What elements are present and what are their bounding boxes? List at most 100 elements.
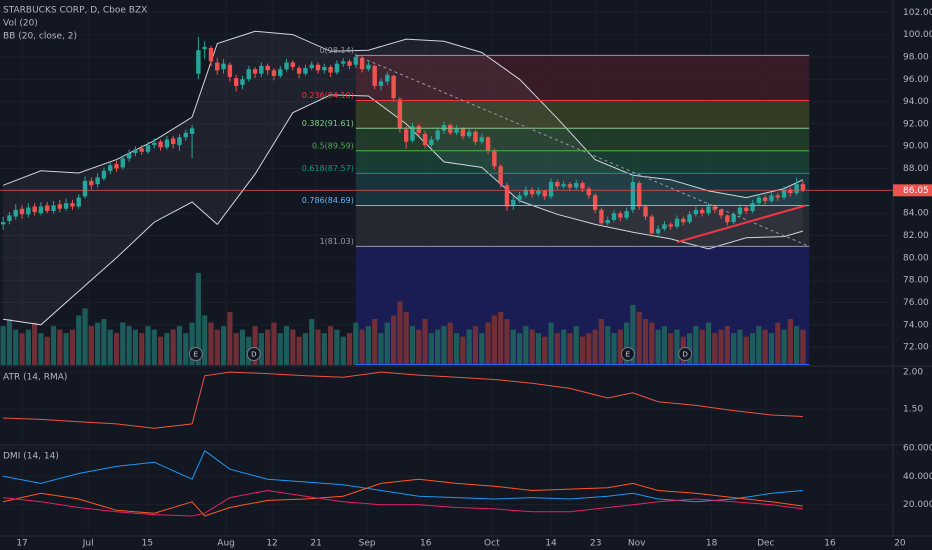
candle-body bbox=[158, 141, 163, 148]
candle-body bbox=[681, 218, 686, 223]
y-tick-label: 76.00 bbox=[903, 298, 929, 308]
x-tick-label: Oct bbox=[484, 539, 500, 549]
x-tick-label: 18 bbox=[706, 539, 718, 549]
candle-body bbox=[737, 207, 743, 215]
volume-bar bbox=[126, 326, 132, 365]
candle-body bbox=[63, 203, 69, 209]
volume-bar bbox=[498, 311, 504, 365]
indicator-line bbox=[3, 371, 803, 429]
candle-body bbox=[662, 224, 667, 229]
y-tick-label: 102.00 bbox=[903, 8, 932, 18]
candle-body bbox=[712, 206, 717, 210]
candle-body bbox=[618, 213, 623, 218]
volume-bar bbox=[57, 329, 63, 365]
volume-bar bbox=[523, 326, 529, 365]
fib-label: 0.236(94.10) bbox=[302, 91, 354, 100]
volume-bar bbox=[372, 319, 378, 365]
candle-body bbox=[322, 66, 327, 71]
candle-body bbox=[57, 204, 63, 209]
bollinger-fill bbox=[3, 31, 803, 325]
volume-bar bbox=[724, 326, 730, 365]
candle-body bbox=[523, 189, 529, 196]
candle-body bbox=[202, 46, 207, 50]
volume-bar bbox=[290, 329, 296, 365]
candle-body bbox=[259, 65, 264, 74]
candle-body bbox=[45, 205, 50, 211]
candle-body bbox=[699, 209, 705, 214]
candle-body bbox=[183, 132, 188, 138]
candle-body bbox=[731, 214, 736, 223]
volume-bar bbox=[88, 326, 94, 365]
volume-bar bbox=[101, 319, 107, 365]
candle-body bbox=[611, 213, 617, 220]
chart-title: STARBUCKS CORP, D, Cboe BZX bbox=[3, 6, 147, 16]
candle-body bbox=[586, 188, 592, 196]
volume-bar bbox=[447, 322, 453, 365]
candle-body bbox=[133, 149, 138, 153]
last-price-label: 86.05 bbox=[903, 186, 929, 196]
volume-bar bbox=[416, 329, 422, 365]
candle-body bbox=[114, 164, 119, 169]
volume-bar bbox=[164, 333, 170, 365]
candle-body bbox=[403, 129, 409, 142]
volume-bar bbox=[384, 322, 390, 365]
volume-bar bbox=[76, 315, 82, 365]
volume-bar bbox=[642, 319, 649, 365]
volume-bar bbox=[586, 333, 592, 365]
volume-bar bbox=[176, 326, 183, 365]
x-tick-label: Sep bbox=[359, 539, 376, 549]
candle-body bbox=[744, 207, 749, 211]
candle-body bbox=[265, 65, 270, 71]
volume-bar bbox=[693, 326, 699, 365]
candle-body bbox=[485, 137, 491, 151]
indicator-line bbox=[3, 450, 803, 503]
candle-body bbox=[26, 207, 31, 215]
candle-body bbox=[454, 128, 459, 133]
candle-body bbox=[655, 228, 661, 234]
trend-line bbox=[676, 204, 807, 244]
volume-bar bbox=[762, 329, 768, 365]
volume-bar bbox=[422, 319, 428, 365]
candle-body bbox=[397, 99, 403, 129]
candle-body bbox=[0, 222, 6, 225]
candle-body bbox=[271, 70, 277, 76]
candle-body bbox=[492, 150, 497, 167]
candle-body bbox=[215, 62, 220, 71]
volume-bar bbox=[391, 315, 397, 365]
volume-bar bbox=[472, 326, 479, 365]
volume-bar bbox=[611, 333, 617, 365]
volume-bar bbox=[107, 329, 113, 365]
y-tick-label: 1.50 bbox=[903, 405, 923, 415]
volume-bar bbox=[170, 329, 176, 365]
candle-body bbox=[448, 125, 453, 133]
volume-bar bbox=[756, 326, 762, 365]
y-tick-label: 2.00 bbox=[903, 368, 923, 378]
volume-bar bbox=[794, 326, 800, 365]
fib-zone bbox=[355, 100, 810, 129]
volume-bar bbox=[82, 308, 88, 365]
candle-body bbox=[668, 224, 673, 227]
candle-body bbox=[574, 183, 579, 188]
volume-bar bbox=[485, 322, 491, 365]
candle-body bbox=[51, 205, 56, 211]
candle-body bbox=[536, 190, 541, 195]
y-tick-label: 96.00 bbox=[903, 75, 929, 85]
candle-body bbox=[38, 206, 44, 214]
y-tick-label: 94.00 bbox=[903, 97, 929, 107]
event-label: D bbox=[682, 351, 687, 359]
volume-bar bbox=[334, 329, 340, 365]
volume-bar bbox=[775, 322, 781, 365]
volume-bar bbox=[151, 329, 157, 365]
volume-bar bbox=[605, 326, 611, 365]
y-tick-label: 90.00 bbox=[903, 142, 929, 152]
candle-body bbox=[775, 195, 780, 198]
volume-bar bbox=[157, 336, 164, 365]
volume-bar bbox=[258, 333, 264, 365]
candle-body bbox=[347, 61, 352, 66]
candle-body bbox=[416, 126, 421, 133]
y-tick-label: 78.00 bbox=[903, 276, 929, 286]
event-label: E bbox=[194, 351, 198, 359]
x-tick-label: 16 bbox=[420, 539, 432, 549]
